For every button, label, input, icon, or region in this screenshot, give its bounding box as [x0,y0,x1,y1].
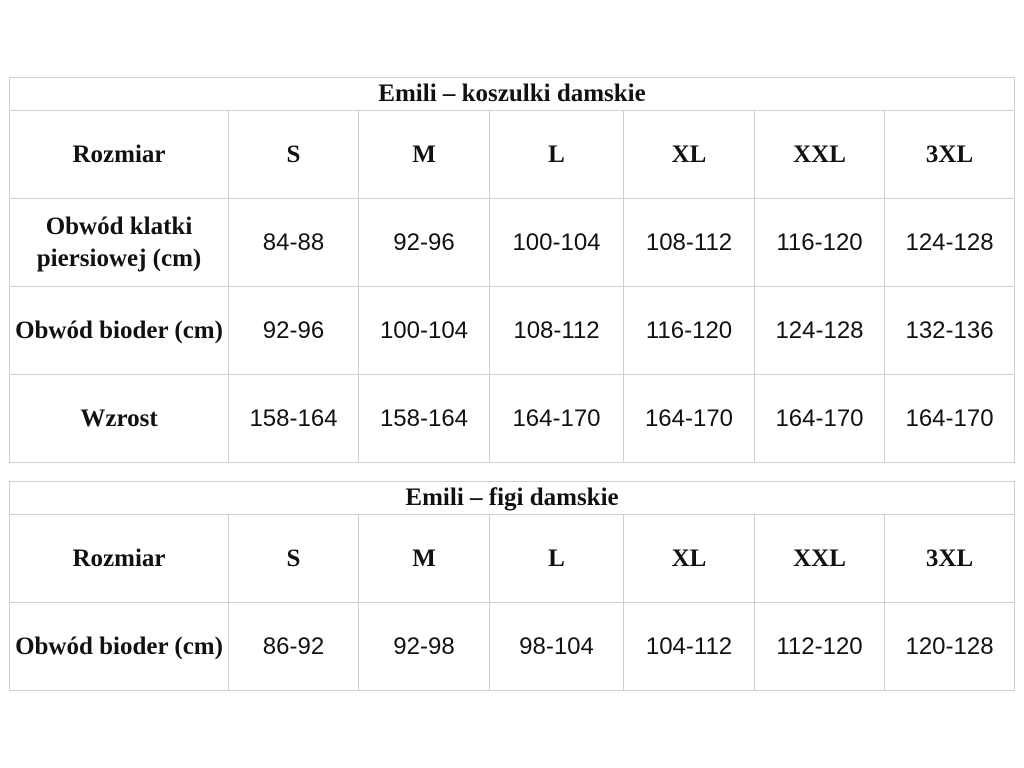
header-cell: XL [623,110,755,199]
table-row: Obwód klatki piersiowej (cm) 84-88 92-96 10… [9,198,1016,287]
header-cell: XXL [754,514,885,603]
header-cell: XL [623,514,755,603]
value-cell: 108-112 [489,286,624,375]
value-cell: 92-96 [228,286,359,375]
header-cell: M [358,514,490,603]
value-cell: 158-164 [228,374,359,463]
row-label: Obwód bioder (cm) [9,286,229,375]
value-cell: 158-164 [358,374,490,463]
value-cell: 164-170 [623,374,755,463]
value-cell: 132-136 [883,286,1016,375]
header-row: Rozmiar S M L XL XXL 3XL [9,110,1016,199]
value-cell: 164-170 [883,374,1016,463]
header-cell: 3XL [883,514,1016,603]
value-cell: 108-112 [623,198,755,287]
header-row: Rozmiar S M L XL XXL 3XL [9,514,1016,603]
value-cell: 124-128 [754,286,885,375]
value-cell: 104-112 [623,602,755,691]
header-cell: L [489,514,624,603]
table-title: Emili – koszulki damskie [8,77,1016,111]
header-cell: L [489,110,624,199]
value-cell: 100-104 [489,198,624,287]
header-cell: Rozmiar [9,110,229,199]
table-title: Emili – figi damskie [8,481,1016,515]
value-cell: 164-170 [754,374,885,463]
value-cell: 116-120 [623,286,755,375]
value-cell: 84-88 [228,198,359,287]
header-cell: S [228,514,359,603]
header-cell: M [358,110,490,199]
value-cell: 92-98 [358,602,490,691]
value-cell: 98-104 [489,602,624,691]
row-label: Obwód bioder (cm) [9,602,229,691]
row-label: Wzrost [9,374,229,463]
table-row: Obwód bioder (cm) 92-96 100-104 108-112 116-… [9,286,1016,375]
size-table-koszulki: Emili – koszulki damskie Rozmiar S M L XL XXL 3… [8,77,1016,463]
header-cell: S [228,110,359,199]
value-cell: 100-104 [358,286,490,375]
header-cell: 3XL [883,110,1016,199]
value-cell: 164-170 [489,374,624,463]
value-cell: 112-120 [754,602,885,691]
row-label: Obwód klatki piersiowej (cm) [9,198,229,287]
table-row: Obwód bioder (cm) 86-92 92-98 98-104 104-112… [9,602,1016,691]
value-cell: 120-128 [883,602,1016,691]
table-row: Wzrost 158-164 158-164 164-170 164-170 164-17… [9,374,1016,463]
header-cell: Rozmiar [9,514,229,603]
value-cell: 116-120 [754,198,885,287]
value-cell: 86-92 [228,602,359,691]
value-cell: 92-96 [358,198,490,287]
value-cell: 124-128 [883,198,1016,287]
size-table-figi: Emili – figi damskie Rozmiar S M L XL XXL 3XL Ob… [8,481,1016,691]
header-cell: XXL [754,110,885,199]
